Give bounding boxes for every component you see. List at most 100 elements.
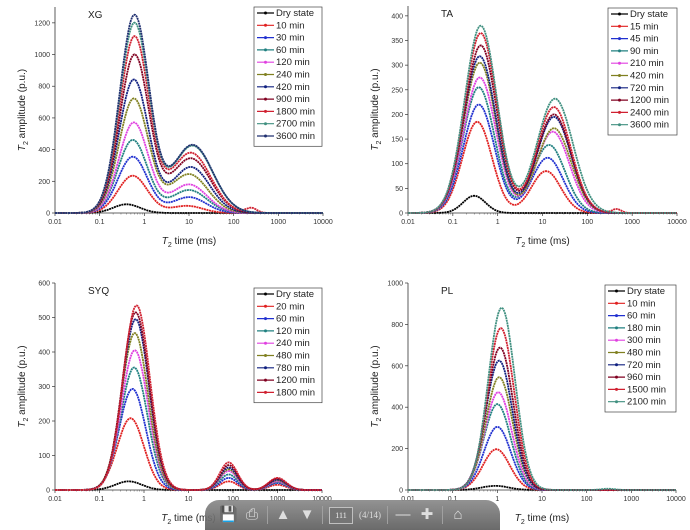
legend-label: 90 min [630, 46, 659, 57]
legend-marker [618, 74, 621, 77]
plus-icon[interactable]: ✚ [420, 506, 434, 523]
legend-label: 1200 min [276, 375, 315, 386]
legend-label: 420 min [276, 82, 310, 93]
x-tick-label: 10 [538, 496, 546, 503]
page-number-input[interactable] [329, 506, 353, 524]
series-line-180-min [408, 403, 676, 491]
x-tick-label: 0.1 [448, 219, 458, 226]
y-tick-label: 150 [391, 137, 403, 144]
y-tick-label: 400 [391, 405, 403, 412]
series-line-60-min [55, 138, 323, 214]
legend-marker [264, 341, 267, 345]
xlabel-text: time (ms) [172, 236, 216, 247]
legend-marker [615, 338, 618, 342]
save-icon[interactable]: 💾 [219, 506, 238, 523]
xlabel-variable: T [162, 236, 169, 247]
ylabel-text: amplitude (p.u.) [370, 345, 381, 417]
ylabel-subscript: 2 [376, 141, 383, 145]
legend-label: 480 min [276, 351, 310, 362]
legend-marker [264, 292, 267, 296]
series-line-60-min [408, 425, 676, 491]
legend-label: 1500 min [627, 384, 666, 395]
divider [267, 506, 268, 524]
legend-marker [618, 98, 621, 102]
x-tick-label: 0.01 [401, 496, 415, 503]
x-tick-label: 0.01 [48, 496, 62, 503]
legend-label: 180 min [627, 323, 661, 334]
panel-title: SYQ [88, 286, 109, 297]
legend-label: 720 min [630, 83, 664, 94]
x-axis-label: T2 time (ms) [515, 513, 569, 526]
x-tick-label: 0.01 [401, 219, 415, 226]
y-tick-label: 600 [38, 115, 50, 122]
legend-marker [615, 387, 618, 391]
xlabel-text: time (ms) [525, 236, 569, 247]
legend-marker [264, 23, 267, 27]
y-tick-label: 350 [391, 38, 403, 45]
y-tick-label: 1000 [387, 281, 403, 288]
legend-marker [615, 326, 618, 330]
legend-label: 1200 min [630, 95, 669, 106]
legend-label: 3600 min [276, 131, 315, 142]
legend-marker [264, 48, 267, 52]
legend-label: Dry state [276, 289, 314, 300]
x-tick-label: 1000 [624, 496, 640, 503]
y-tick-label: 200 [391, 446, 403, 453]
minus-icon[interactable]: — [395, 506, 411, 523]
x-tick-label: 10000 [312, 496, 332, 503]
legend-marker [618, 86, 621, 90]
legend-marker [264, 317, 267, 321]
legend-marker [618, 110, 621, 114]
x-tick-label: 0.1 [95, 219, 105, 226]
ylabel-variable: T [17, 421, 28, 428]
x-tick-label: 1000 [270, 496, 286, 503]
x-tick-label: 1000 [271, 219, 287, 226]
legend-label: 210 min [630, 58, 664, 69]
x-tick-label: 1000 [624, 219, 640, 226]
legend-label: Dry state [630, 9, 668, 20]
legend-label: 10 min [627, 298, 656, 309]
panel-syq: 0.01 0.1 1 10 100 1000 10000 0 100 200 300 400 500 60… [17, 281, 332, 527]
legend-marker [264, 366, 267, 370]
x-tick-label: 1 [496, 219, 500, 226]
print-icon[interactable]: ⎙ [245, 506, 258, 523]
x-tick-label: 10000 [313, 219, 333, 226]
y-tick-label: 400 [38, 147, 50, 154]
panel-title: PL [441, 286, 454, 297]
arrow-down-icon[interactable]: ▼ [299, 506, 315, 523]
x-axis-label: T2 time (ms) [515, 236, 569, 249]
legend-marker [264, 390, 267, 394]
panel-title: TA [441, 9, 453, 20]
y-axis-label: T2 amplitude (p.u.) [17, 69, 30, 151]
x-tick-label: 1 [142, 219, 146, 226]
home-icon[interactable]: ⌂ [453, 506, 463, 523]
y-tick-label: 1200 [34, 20, 50, 27]
arrow-up-icon[interactable]: ▲ [275, 506, 291, 523]
legend-marker [264, 304, 267, 308]
legend-label: 420 min [630, 71, 664, 82]
y-tick-label: 200 [38, 179, 50, 186]
legend-marker [618, 12, 621, 16]
y-tick-label: 200 [391, 112, 403, 119]
y-tick-label: 100 [38, 453, 50, 460]
ylabel-variable: T [370, 144, 381, 151]
ylabel-variable: T [370, 421, 381, 428]
legend-marker [615, 375, 618, 379]
legend-label: Dry state [627, 286, 665, 297]
legend-label: 15 min [630, 21, 659, 32]
legend-marker [615, 400, 618, 404]
y-tick-label: 800 [391, 322, 403, 329]
series-line-2100-min [408, 306, 676, 491]
series-line-30-min [55, 155, 323, 214]
x-tick-label: 10000 [666, 496, 686, 503]
legend-marker [264, 122, 267, 126]
series-line-3600-min [408, 24, 677, 214]
legend-label: 1800 min [276, 106, 315, 117]
legend-label: 1800 min [276, 387, 315, 398]
panel-title: XG [88, 10, 103, 21]
y-tick-label: 50 [395, 186, 403, 193]
y-tick-label: 1000 [34, 52, 50, 59]
y-axis-label: T2 amplitude (p.u.) [370, 68, 383, 150]
series-line-15-min [408, 120, 677, 214]
